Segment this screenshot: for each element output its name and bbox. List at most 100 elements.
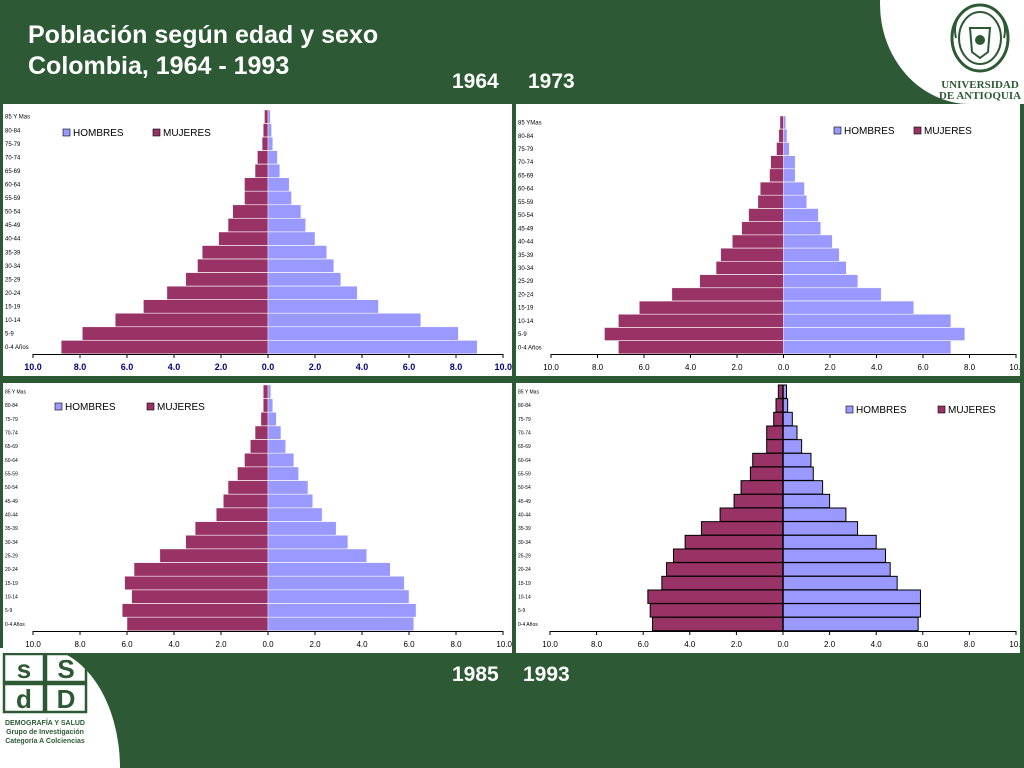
bar-mujeres bbox=[201, 245, 269, 260]
bar-hombres bbox=[782, 493, 831, 509]
bar-mujeres bbox=[700, 521, 784, 536]
pyramid-panel-1973: 0-4 Años 5-9 10-14 15-19 20-24 25-29 30-34 35-3… bbox=[516, 104, 1020, 376]
bar-hombres bbox=[267, 136, 273, 151]
age-group-label: 30-34 bbox=[5, 264, 21, 270]
bar-mujeres bbox=[748, 208, 784, 222]
pyramid-panel-1993: 0-4 Años 5-9 10-14 15-19 20-24 25-29 30-34 35-3… bbox=[516, 383, 1020, 653]
legend-swatch-hombres bbox=[833, 126, 842, 135]
x-tick-label: 4.0 bbox=[684, 640, 696, 649]
bar-hombres bbox=[267, 204, 302, 219]
age-group-label: 50-54 bbox=[5, 210, 21, 216]
legend-swatch-hombres bbox=[845, 405, 854, 414]
age-group-label: 45-49 bbox=[518, 226, 534, 232]
title-line-1: Población según edad y sexo bbox=[28, 21, 379, 49]
legend-label-hombres: HOMBRES bbox=[856, 405, 907, 416]
bar-hombres bbox=[267, 562, 391, 577]
bar-hombres bbox=[783, 327, 966, 341]
age-group-label: 20-24 bbox=[518, 567, 531, 573]
bar-hombres bbox=[267, 245, 327, 260]
age-group-label: 45-49 bbox=[5, 223, 21, 229]
age-group-label: 65-69 bbox=[5, 169, 21, 175]
legend-label-hombres: HOMBRES bbox=[73, 128, 124, 139]
x-tick-label: 10.0 bbox=[1009, 640, 1020, 649]
age-group-label: 50-54 bbox=[518, 485, 531, 491]
age-group-label: 45-49 bbox=[5, 499, 18, 505]
x-tick-label: 8.0 bbox=[74, 362, 87, 372]
age-group-label: 55-59 bbox=[5, 471, 18, 477]
bar-hombres bbox=[267, 109, 271, 124]
legend-swatch-mujeres bbox=[152, 128, 161, 137]
demografia-salud-logo: s S d D DEMOGRAFÍA Y SALUD Grupo de Inve… bbox=[2, 652, 88, 764]
age-group-label: 80-84 bbox=[518, 134, 534, 140]
x-tick-label: 2.0 bbox=[824, 363, 836, 372]
ds-emblem-icon: s S d D bbox=[2, 652, 88, 714]
bar-mujeres bbox=[185, 535, 269, 549]
bar-hombres bbox=[783, 208, 819, 222]
age-group-label: 40-44 bbox=[5, 237, 21, 243]
x-tick-label: 4.0 bbox=[356, 362, 369, 372]
x-tick-label: 10.0 bbox=[542, 640, 558, 649]
title-line-2: Colombia, 1964 - 1993 bbox=[28, 52, 290, 80]
year-label-1964: 1964 bbox=[452, 70, 499, 93]
bar-mujeres bbox=[666, 562, 784, 577]
x-tick-label: 4.0 bbox=[168, 362, 181, 372]
bar-hombres bbox=[782, 562, 891, 577]
age-group-label: 20-24 bbox=[5, 291, 21, 297]
age-group-label: 10-14 bbox=[5, 318, 21, 324]
bar-hombres bbox=[782, 521, 859, 536]
bar-hombres bbox=[267, 576, 405, 590]
bar-mujeres bbox=[254, 164, 269, 178]
x-tick-label: 8.0 bbox=[74, 640, 86, 649]
age-group-label: 25-29 bbox=[5, 277, 21, 283]
age-group-label: 10-14 bbox=[5, 594, 18, 600]
bar-mujeres bbox=[126, 617, 269, 631]
x-tick-label: 0.0 bbox=[262, 640, 274, 649]
age-group-label: 70-74 bbox=[5, 430, 18, 436]
bar-hombres bbox=[783, 300, 914, 315]
bar-mujeres bbox=[720, 248, 784, 262]
bar-hombres bbox=[783, 115, 787, 130]
bar-hombres bbox=[783, 155, 796, 169]
x-tick-label: 10.0 bbox=[543, 363, 559, 372]
age-group-label: 35-39 bbox=[5, 526, 18, 532]
age-group-label: 15-19 bbox=[5, 305, 21, 311]
x-tick-label: 4.0 bbox=[685, 363, 697, 372]
x-tick-label: 8.0 bbox=[591, 640, 603, 649]
page-title: Población según edad y sexo Colombia, 19… bbox=[28, 20, 378, 82]
bar-mujeres bbox=[773, 411, 784, 427]
logo-text-line-2: DE ANTIOQUIA bbox=[938, 90, 1022, 102]
age-group-label: 65-69 bbox=[518, 173, 534, 179]
age-group-label: 0-4 Años bbox=[5, 345, 29, 351]
bar-hombres bbox=[783, 142, 790, 156]
population-pyramid-1985: 0-4 Años 5-9 10-14 15-19 20-24 25-29 30-34 35-3… bbox=[5, 384, 512, 649]
year-label-1993: 1993 bbox=[523, 663, 570, 686]
bar-mujeres bbox=[250, 439, 269, 454]
bar-mujeres bbox=[254, 425, 269, 440]
bar-mujeres bbox=[227, 480, 269, 495]
bar-mujeres bbox=[741, 221, 784, 235]
x-tick-label: 6.0 bbox=[121, 640, 133, 649]
bar-hombres bbox=[267, 272, 342, 287]
bar-mujeres bbox=[699, 274, 784, 288]
year-label-1985: 1985 bbox=[452, 663, 499, 686]
x-tick-label: 2.0 bbox=[215, 362, 228, 372]
legend-swatch-hombres bbox=[54, 402, 63, 411]
x-tick-label: 8.0 bbox=[450, 640, 462, 649]
age-group-label: 0-4 Años bbox=[518, 622, 538, 628]
bar-mujeres bbox=[775, 398, 784, 413]
bar-hombres bbox=[267, 191, 292, 205]
bar-mujeres bbox=[159, 548, 269, 563]
age-group-label: 75-79 bbox=[518, 147, 534, 153]
bar-hombres bbox=[782, 480, 824, 495]
bar-hombres bbox=[267, 177, 290, 192]
bar-hombres bbox=[267, 466, 299, 481]
age-group-label: 75-79 bbox=[5, 417, 18, 423]
age-group-label: 80-84 bbox=[5, 403, 18, 409]
age-group-label: 75-79 bbox=[518, 417, 531, 423]
bar-mujeres bbox=[194, 521, 269, 536]
bar-hombres bbox=[783, 314, 952, 328]
bar-mujeres bbox=[216, 507, 269, 522]
bar-mujeres bbox=[261, 136, 269, 151]
x-tick-label: 10.0 bbox=[496, 640, 512, 649]
age-group-label: 85 Y Mas bbox=[5, 115, 30, 121]
